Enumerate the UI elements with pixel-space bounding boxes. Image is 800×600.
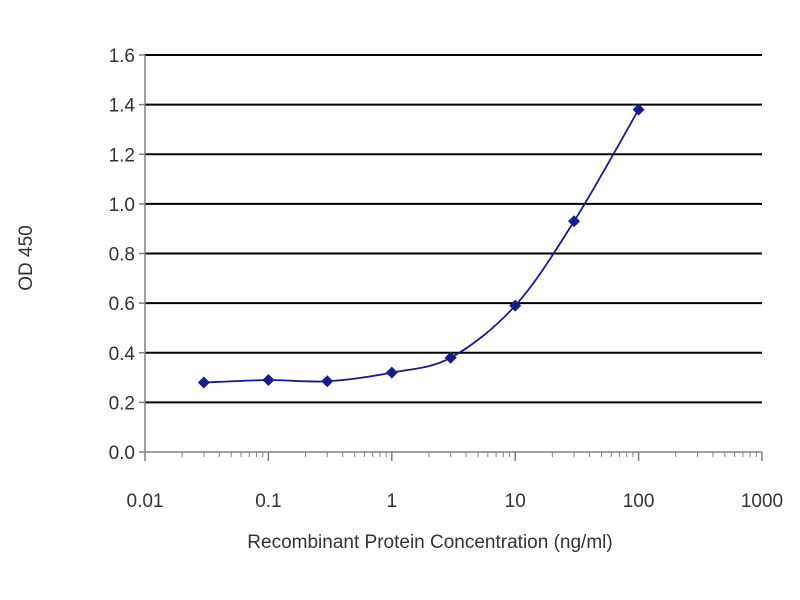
y-axis-title: OD 450 bbox=[16, 225, 37, 290]
data-point bbox=[321, 375, 334, 388]
y-tick-label: 0.6 bbox=[109, 294, 135, 315]
x-tick-label: 10 bbox=[505, 491, 526, 512]
data-point bbox=[197, 376, 210, 389]
x-tick-label: 100 bbox=[623, 491, 655, 512]
data-point bbox=[444, 351, 457, 364]
y-tick-label: 0.4 bbox=[109, 344, 136, 365]
data-point bbox=[262, 374, 275, 387]
data-point bbox=[632, 103, 645, 116]
x-tick-label: 0.1 bbox=[255, 491, 281, 512]
axes bbox=[144, 55, 763, 461]
y-tick-label: 1.4 bbox=[109, 96, 136, 117]
x-tick-label: 0.01 bbox=[127, 491, 164, 512]
y-tick-label: 1.2 bbox=[109, 145, 135, 166]
gridlines bbox=[139, 54, 762, 453]
y-tick-label: 0.8 bbox=[109, 245, 135, 266]
series bbox=[197, 103, 645, 389]
y-tick-labels: 0.0 0.2 0.4 0.6 0.8 1.0 1.2 1.4 1.6 bbox=[109, 46, 136, 464]
y-tick-label: 0.2 bbox=[109, 393, 135, 414]
x-tick-labels: 0.01 0.1 1 10 100 1000 bbox=[127, 491, 784, 512]
x-tick-label: 1 bbox=[387, 491, 398, 512]
x-tick-label: 1000 bbox=[741, 491, 783, 512]
data-point bbox=[385, 366, 398, 379]
y-tick-label: 1.0 bbox=[109, 195, 135, 216]
data-point bbox=[509, 299, 522, 312]
x-axis-title: Recombinant Protein Concentration (ng/ml… bbox=[247, 532, 612, 553]
y-tick-label: 1.6 bbox=[109, 46, 135, 67]
y-tick-label: 0.0 bbox=[109, 443, 135, 464]
data-point bbox=[568, 215, 581, 228]
